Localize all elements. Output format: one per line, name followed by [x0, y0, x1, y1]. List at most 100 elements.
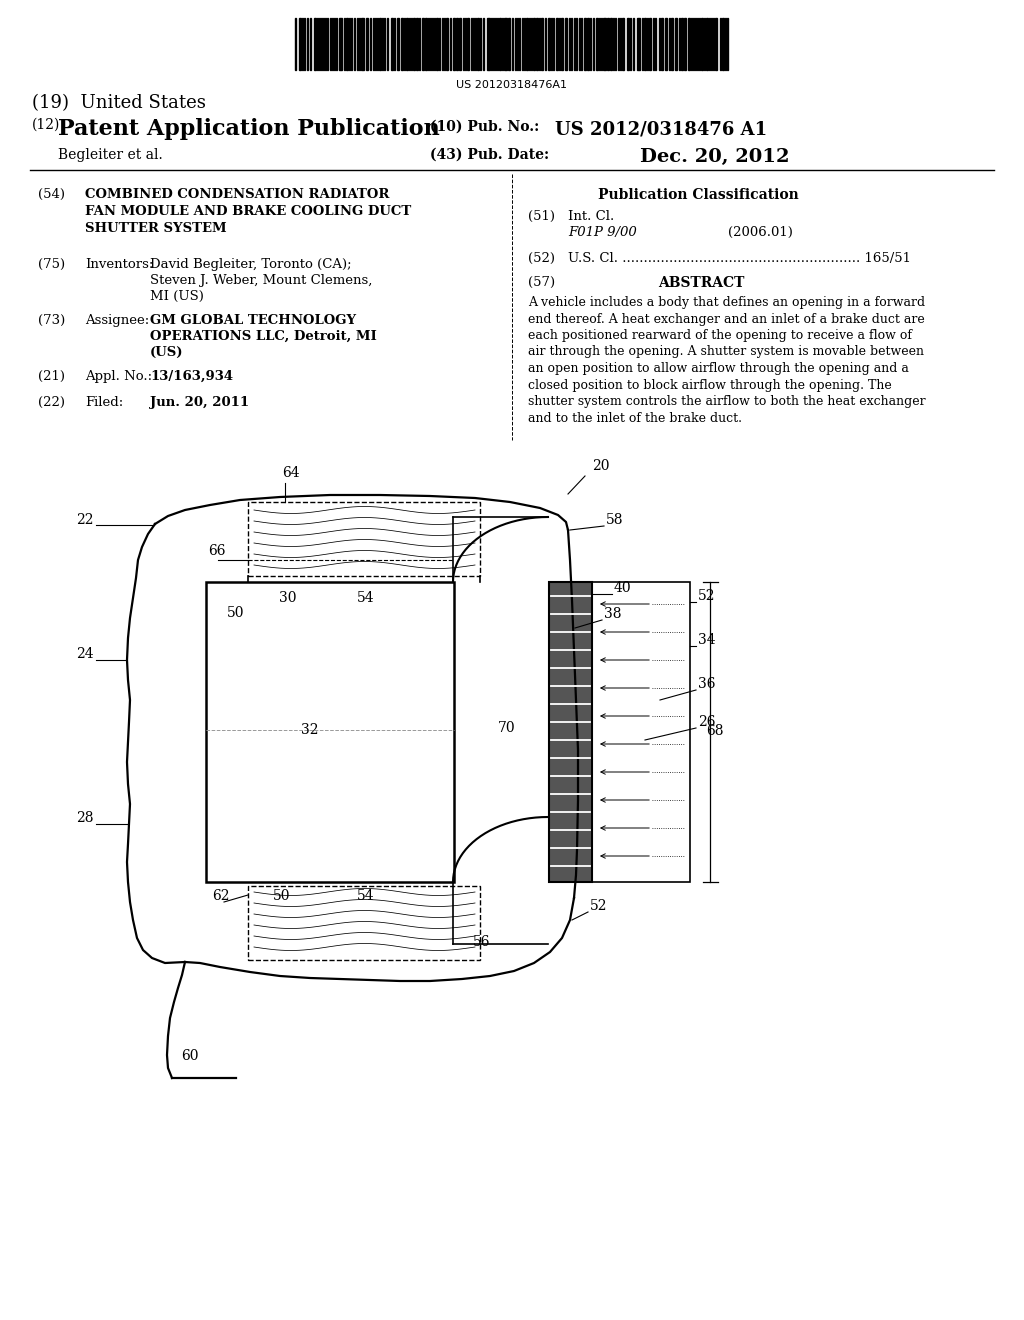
Bar — [662, 18, 663, 70]
Bar — [684, 18, 686, 70]
Text: 70: 70 — [498, 721, 516, 735]
Text: 50: 50 — [273, 888, 291, 903]
Text: (10) Pub. No.:: (10) Pub. No.: — [430, 120, 540, 135]
Bar — [715, 18, 717, 70]
Text: Begleiter et al.: Begleiter et al. — [58, 148, 163, 162]
Bar — [248, 502, 480, 576]
Text: (21): (21) — [38, 370, 65, 383]
Text: (54): (54) — [38, 187, 65, 201]
Bar — [499, 18, 501, 70]
Text: Assignee:: Assignee: — [85, 314, 150, 327]
Bar — [526, 18, 528, 70]
Text: US 20120318476A1: US 20120318476A1 — [457, 81, 567, 90]
Bar — [675, 18, 677, 70]
Text: an open position to allow airflow through the opening and a: an open position to allow airflow throug… — [528, 362, 909, 375]
Bar — [671, 18, 673, 70]
Text: (22): (22) — [38, 396, 65, 409]
Text: 34: 34 — [698, 634, 716, 647]
Text: FAN MODULE AND BRAKE COOLING DUCT: FAN MODULE AND BRAKE COOLING DUCT — [85, 205, 412, 218]
Bar — [610, 18, 612, 70]
Bar — [596, 18, 598, 70]
Text: and to the inlet of the brake duct.: and to the inlet of the brake duct. — [528, 412, 742, 425]
Text: (52): (52) — [528, 252, 555, 265]
Text: A vehicle includes a body that defines an opening in a forward: A vehicle includes a body that defines a… — [528, 296, 925, 309]
Text: (51): (51) — [528, 210, 555, 223]
Bar — [339, 18, 342, 70]
Bar — [206, 582, 454, 882]
Bar — [446, 18, 449, 70]
Text: Dec. 20, 2012: Dec. 20, 2012 — [640, 148, 790, 166]
Text: Inventors:: Inventors: — [85, 257, 154, 271]
Text: 54: 54 — [357, 888, 375, 903]
Bar — [391, 18, 393, 70]
Bar — [534, 18, 535, 70]
Text: (75): (75) — [38, 257, 66, 271]
Text: each positioned rearward of the opening to receive a flow of: each positioned rearward of the opening … — [528, 329, 912, 342]
Bar — [467, 18, 469, 70]
Bar — [401, 18, 403, 70]
Text: MI (US): MI (US) — [150, 290, 204, 304]
Bar — [627, 18, 629, 70]
Text: F01P 9/00: F01P 9/00 — [568, 226, 637, 239]
Text: 32: 32 — [301, 723, 318, 737]
Text: (43) Pub. Date:: (43) Pub. Date: — [430, 148, 549, 162]
Text: closed position to block airflow through the opening. The: closed position to block airflow through… — [528, 379, 892, 392]
Bar — [681, 18, 683, 70]
Text: 52: 52 — [590, 899, 607, 913]
Bar — [425, 18, 427, 70]
Bar — [584, 18, 586, 70]
Bar — [649, 18, 651, 70]
Text: Int. Cl.: Int. Cl. — [568, 210, 614, 223]
Bar — [701, 18, 703, 70]
Text: OPERATIONS LLC, Detroit, MI: OPERATIONS LLC, Detroit, MI — [150, 330, 377, 343]
Text: 20: 20 — [592, 459, 609, 473]
Text: GM GLOBAL TECHNOLOGY: GM GLOBAL TECHNOLOGY — [150, 314, 356, 327]
Text: Steven J. Weber, Mount Clemens,: Steven J. Weber, Mount Clemens, — [150, 275, 373, 286]
Text: 56: 56 — [473, 935, 490, 949]
Bar — [459, 18, 461, 70]
Bar — [379, 18, 381, 70]
Text: 13/163,934: 13/163,934 — [150, 370, 233, 383]
Text: shutter system controls the airflow to both the heat exchanger: shutter system controls the airflow to b… — [528, 395, 926, 408]
Bar — [361, 18, 364, 70]
Bar — [592, 582, 690, 882]
Bar — [603, 18, 606, 70]
Text: 68: 68 — [706, 723, 724, 738]
Text: (12): (12) — [32, 117, 60, 132]
Bar — [556, 18, 558, 70]
Bar — [453, 18, 455, 70]
Text: 40: 40 — [614, 581, 632, 595]
Bar — [456, 18, 458, 70]
Text: ABSTRACT: ABSTRACT — [658, 276, 744, 290]
Bar — [722, 18, 724, 70]
Text: 66: 66 — [208, 544, 225, 558]
Text: U.S. Cl. ........................................................ 165/51: U.S. Cl. ...............................… — [568, 252, 911, 265]
Text: 30: 30 — [280, 591, 297, 605]
Text: 64: 64 — [282, 466, 300, 480]
Text: 24: 24 — [77, 647, 94, 661]
Bar — [346, 18, 348, 70]
Text: 36: 36 — [698, 677, 716, 690]
Text: Jun. 20, 2011: Jun. 20, 2011 — [150, 396, 249, 409]
Bar — [436, 18, 438, 70]
Text: Filed:: Filed: — [85, 396, 123, 409]
Text: 58: 58 — [606, 513, 624, 527]
Text: 54: 54 — [357, 591, 375, 605]
Text: 38: 38 — [604, 607, 622, 620]
Bar — [536, 18, 538, 70]
Bar — [565, 18, 567, 70]
Text: Appl. No.:: Appl. No.: — [85, 370, 153, 383]
Bar — [508, 18, 510, 70]
Text: David Begleiter, Toronto (CA);: David Begleiter, Toronto (CA); — [150, 257, 351, 271]
Bar — [561, 18, 563, 70]
Bar — [416, 18, 418, 70]
Bar — [549, 582, 592, 882]
Bar — [504, 18, 507, 70]
Bar — [541, 18, 543, 70]
Text: 28: 28 — [77, 810, 94, 825]
Bar — [587, 18, 589, 70]
Text: end thereof. A heat exchanger and an inlet of a brake duct are: end thereof. A heat exchanger and an inl… — [528, 313, 925, 326]
Text: SHUTTER SYSTEM: SHUTTER SYSTEM — [85, 222, 226, 235]
Bar — [637, 18, 640, 70]
Bar — [406, 18, 408, 70]
